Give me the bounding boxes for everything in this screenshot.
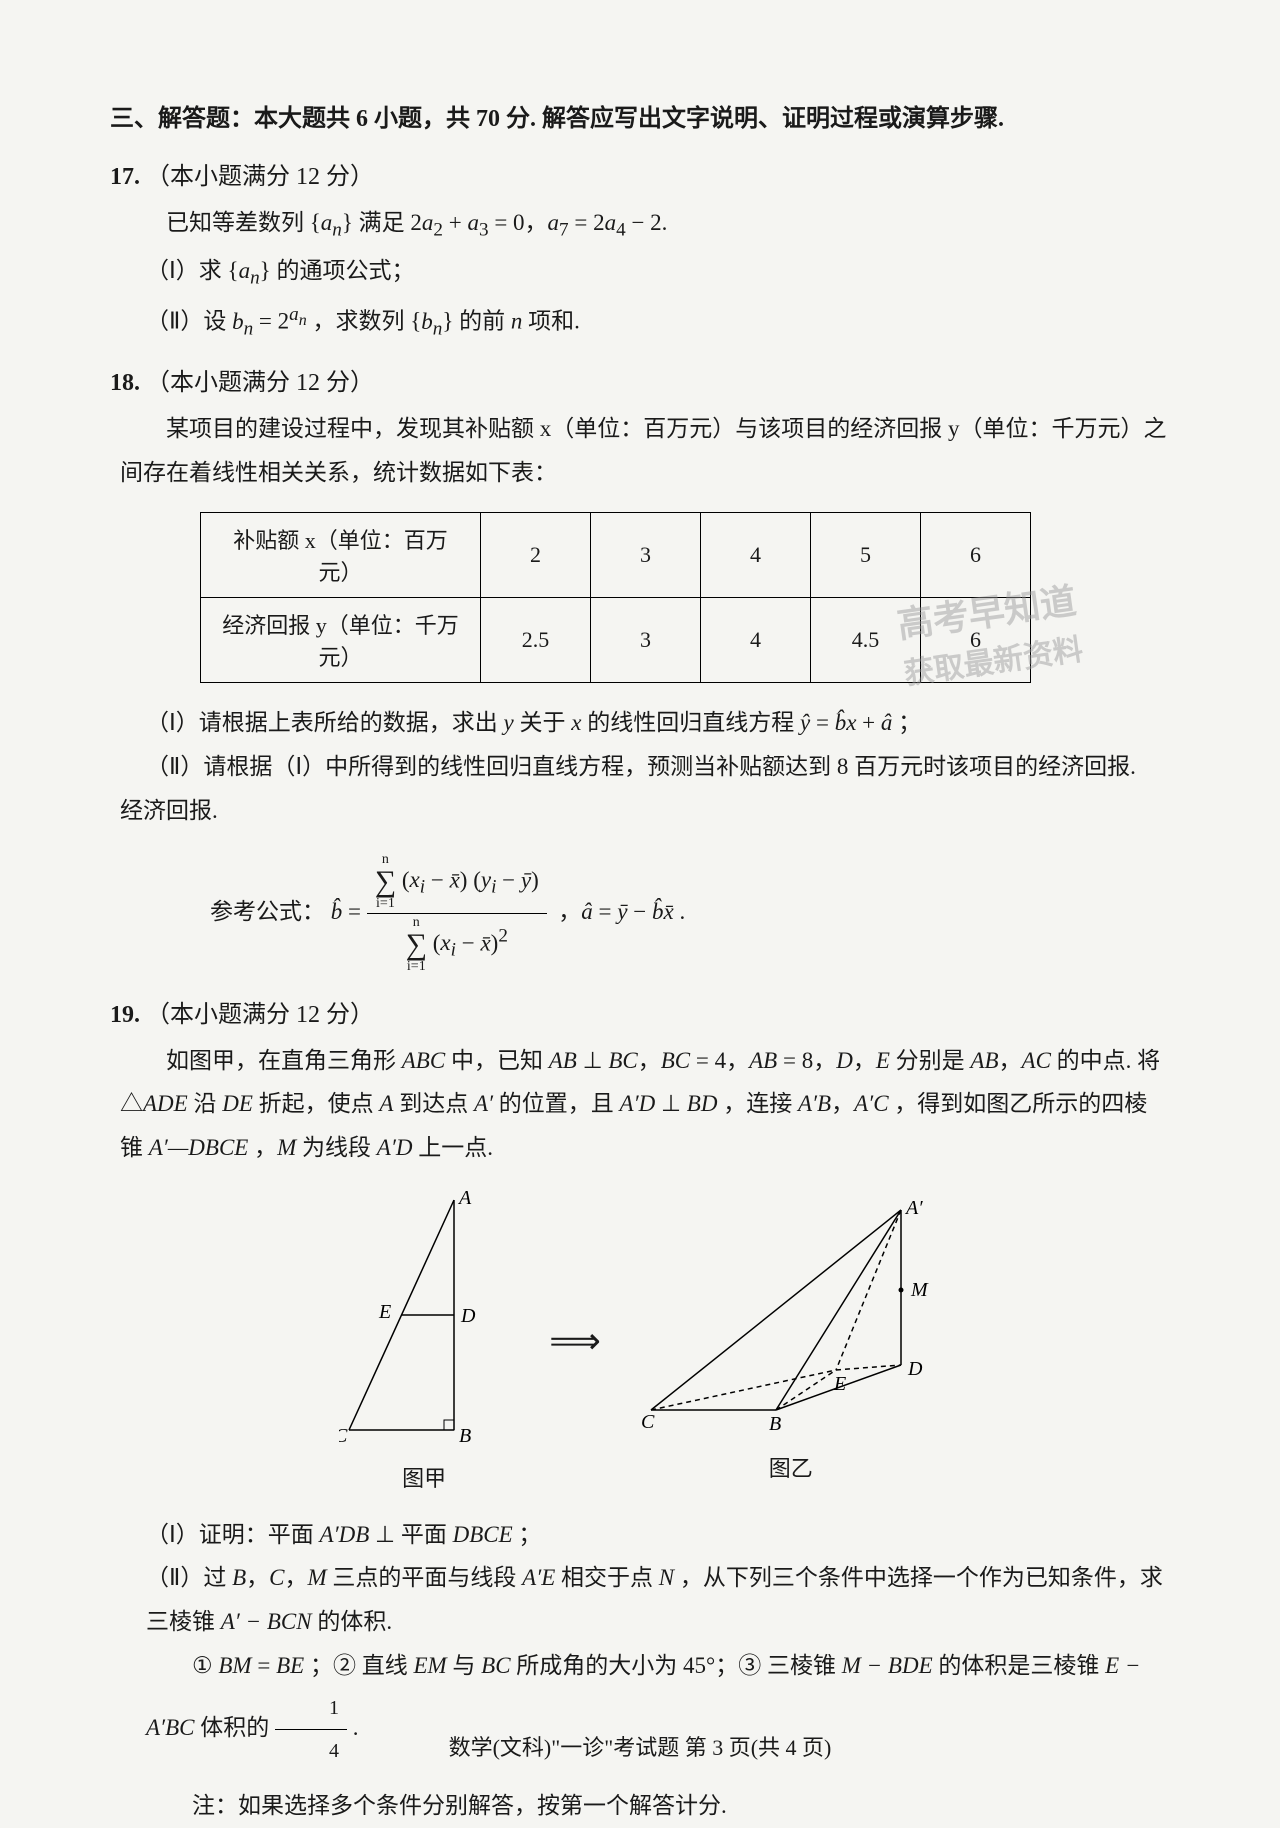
- q19-note: 注：如果选择多个条件分别解答，按第一个解答计分.: [146, 1784, 1170, 1828]
- page-footer: 数学(文科)"一诊"考试题 第 3 页(共 4 页): [0, 1730, 1280, 1762]
- q19-figures: A B C D E 图甲 ⟹ A′ B C D E M 图乙: [110, 1190, 1170, 1493]
- q18-part2: （Ⅱ）请根据（Ⅰ）中所得到的线性回归直线方程，预测当补贴额达到 8 百万元时该项…: [146, 745, 1170, 789]
- q17-points: （本小题满分 12 分）: [146, 164, 374, 190]
- svg-text:C: C: [641, 1411, 655, 1433]
- q17-part2: （Ⅱ）设 bn = 2an ，求数列 {bn} 的前 n 项和.: [146, 297, 1170, 348]
- table-cell: 4.5: [811, 598, 921, 683]
- svg-text:E: E: [833, 1373, 846, 1395]
- figure-2-caption: 图乙: [641, 1451, 941, 1483]
- q18-formula: 参考公式： b̂ = n ∑ i=1 (xi − x̄) (yi − ȳ) n …: [210, 851, 1170, 976]
- formula-label: 参考公式：: [210, 898, 325, 923]
- q18-part2-cont: 经济回报.: [120, 789, 1170, 833]
- table-cell: 2: [481, 513, 591, 598]
- table-cell: 4: [701, 513, 811, 598]
- table-header-x: 补贴额 x（单位：百万元）: [201, 513, 481, 598]
- table-row: 经济回报 y（单位：千万元） 2.5 3 4 4.5 6: [201, 598, 1031, 683]
- svg-text:B: B: [769, 1413, 781, 1435]
- q19-number: 19.: [110, 1002, 140, 1028]
- q18-points: （本小题满分 12 分）: [146, 370, 374, 396]
- table-cell: 5: [811, 513, 921, 598]
- q18-part1: （Ⅰ）请根据上表所给的数据，求出 y 关于 x 的线性回归直线方程 ŷ = b̂…: [146, 701, 1170, 745]
- q17-number: 17.: [110, 164, 140, 190]
- figure-2: A′ B C D E M 图乙: [641, 1200, 941, 1483]
- section-3-header: 三、解答题：本大题共 6 小题，共 70 分. 解答应写出文字说明、证明过程或演…: [110, 100, 1170, 138]
- svg-text:B: B: [459, 1425, 471, 1447]
- figure-2-svg: A′ B C D E M: [641, 1200, 941, 1440]
- q19-part2: （Ⅱ）过 B，C，M 三点的平面与线段 A′E 相交于点 N ，从下列三个条件中…: [146, 1556, 1170, 1643]
- q17-intro: 已知等差数列 {an} 满足 2a2 + a3 = 0，a7 = 2a4 − 2…: [120, 201, 1170, 249]
- table-cell: 3: [591, 598, 701, 683]
- svg-text:C: C: [339, 1425, 348, 1447]
- figure-1-caption: 图甲: [339, 1461, 509, 1493]
- table-cell: 6: [921, 598, 1031, 683]
- table-cell: 6: [921, 513, 1031, 598]
- svg-text:D: D: [460, 1305, 476, 1327]
- svg-text:A′: A′: [904, 1200, 923, 1219]
- table-header-y: 经济回报 y（单位：千万元）: [201, 598, 481, 683]
- svg-text:M: M: [910, 1279, 929, 1301]
- table-cell: 3: [591, 513, 701, 598]
- q18-number: 18.: [110, 370, 140, 396]
- svg-text:E: E: [378, 1301, 391, 1323]
- svg-text:D: D: [907, 1358, 923, 1380]
- figure-1-svg: A B C D E: [339, 1190, 509, 1450]
- svg-text:A: A: [457, 1190, 472, 1209]
- q18-header: 18. （本小题满分 12 分）: [110, 362, 1170, 397]
- figure-1: A B C D E 图甲: [339, 1190, 509, 1493]
- q19-part1: （Ⅰ）证明：平面 A′DB ⊥ 平面 DBCE ；: [146, 1513, 1170, 1557]
- q19-points: （本小题满分 12 分）: [146, 1002, 374, 1028]
- q19-intro: 如图甲，在直角三角形 ABC 中，已知 AB ⊥ BC，BC = 4，AB = …: [120, 1039, 1170, 1170]
- q18-intro: 某项目的建设过程中，发现其补贴额 x（单位：百万元）与该项目的经济回报 y（单位…: [120, 407, 1170, 494]
- q17-header: 17. （本小题满分 12 分）: [110, 156, 1170, 191]
- table-row: 补贴额 x（单位：百万元） 2 3 4 5 6: [201, 513, 1031, 598]
- q18-data-table: 补贴额 x（单位：百万元） 2 3 4 5 6 经济回报 y（单位：千万元） 2…: [200, 512, 1031, 683]
- table-cell: 2.5: [481, 598, 591, 683]
- arrow-icon: ⟹: [549, 1320, 601, 1362]
- table-cell: 4: [701, 598, 811, 683]
- q17-part1: （Ⅰ）求 {an} 的通项公式；: [146, 249, 1170, 297]
- q19-header: 19. （本小题满分 12 分）: [110, 994, 1170, 1029]
